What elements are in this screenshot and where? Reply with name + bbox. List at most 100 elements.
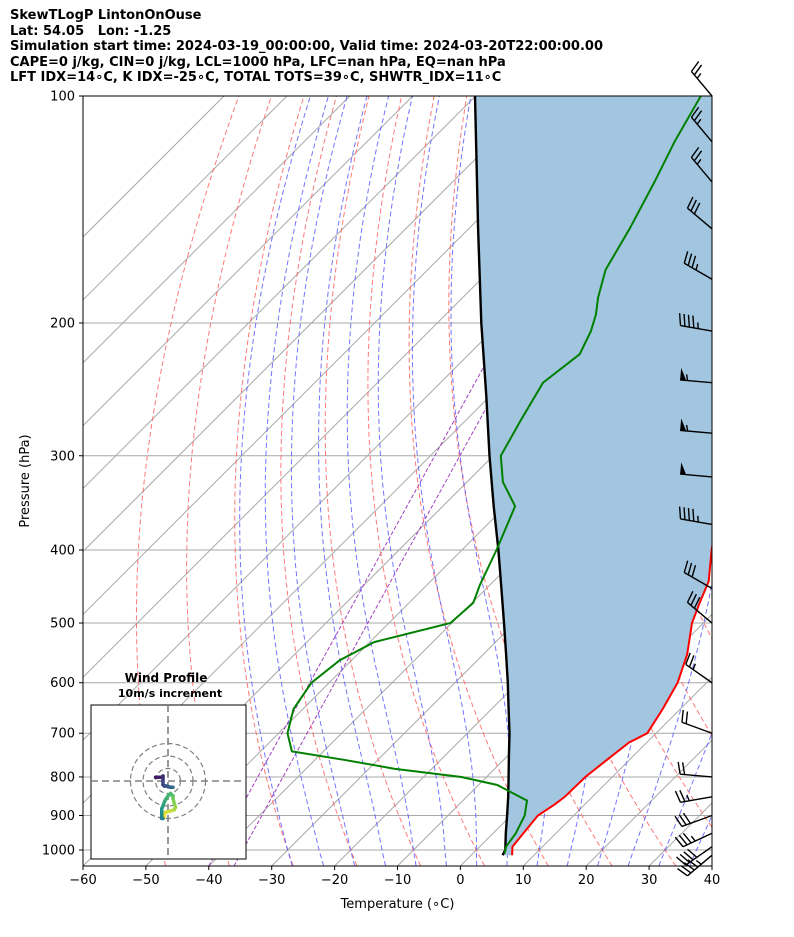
- wind-barb: [678, 506, 713, 526]
- isotherm-line: [522, 676, 712, 866]
- wind-barb-half-flag: [690, 835, 696, 842]
- wind-barb-shaft: [687, 207, 713, 230]
- wind-barb-flag: [690, 593, 697, 606]
- wind-barb: [674, 832, 713, 848]
- isotherm-line: [83, 96, 539, 553]
- x-tick-label: 10: [515, 873, 532, 888]
- wind-barb-half-flag: [692, 663, 697, 670]
- x-tick-label: 0: [456, 873, 464, 888]
- cape-cin-fill: [475, 96, 712, 856]
- moist-adiabat: [411, 96, 478, 866]
- location-line: Lat: 54.05 Lon: -1.25: [10, 23, 172, 39]
- wind-barb-flag: [686, 196, 694, 209]
- moist-adiabat: [658, 731, 712, 866]
- wind-barb-flag: [687, 253, 693, 266]
- isotherm-line: [83, 96, 476, 490]
- wind-barbs: [674, 61, 713, 877]
- wind-barb-pennant: [680, 462, 687, 475]
- wind-barb-flag: [690, 61, 700, 72]
- cape-fill-area: [475, 96, 712, 856]
- y-tick-label: 600: [50, 676, 75, 691]
- y-tick-label: 200: [50, 316, 75, 331]
- title-block: SkewTLogP LintonOnOuse Lat: 54.05 Lon: -…: [10, 8, 603, 86]
- wind-barb-shaft: [680, 473, 713, 478]
- dry-adiabat: [324, 96, 422, 866]
- y-tick-label: 1000: [42, 844, 75, 859]
- x-tick-label: 20: [578, 873, 595, 888]
- x-tick-label: 40: [704, 873, 721, 888]
- wind-barb: [677, 761, 713, 778]
- isotherm-line: [83, 96, 351, 364]
- wind-barb-flag: [685, 652, 691, 665]
- wind-barb-flag: [678, 834, 688, 846]
- moist-adiabat: [346, 96, 417, 866]
- x-tick-label: −50: [132, 873, 159, 888]
- moist-adiabat: [377, 96, 447, 866]
- temperature-line: [511, 542, 712, 856]
- wind-barb-flag: [692, 315, 695, 328]
- cape-line: CAPE=0 j/kg, CIN=0 j/kg, LCL=1000 hPa, L…: [10, 54, 506, 70]
- wind-barb-flag: [693, 110, 703, 122]
- hodograph-inset: Wind Profile 10m/s increment: [90, 671, 247, 860]
- wind-barb-flag: [693, 596, 701, 609]
- isotherm-line: [83, 96, 602, 616]
- wind-barb-half-flag: [685, 424, 689, 432]
- wind-barb-half-flag: [696, 118, 702, 125]
- wind-barb: [685, 652, 713, 684]
- wind-barb-shaft: [690, 116, 713, 143]
- wind-barb-flag: [674, 790, 682, 803]
- wind-barb-flag: [678, 313, 682, 326]
- wind-barb-flag: [688, 655, 695, 668]
- y-axis-label: Pressure (hPa): [18, 434, 33, 527]
- wind-barb-flag: [683, 507, 686, 520]
- wind-barb: [678, 313, 713, 332]
- wind-barb-shaft: [680, 379, 713, 384]
- wind-barb-flag: [677, 867, 688, 877]
- wind-barb-flag: [683, 560, 689, 573]
- dry-adiabat: [367, 96, 485, 866]
- wind-barb: [686, 196, 713, 230]
- isotherm-line: [83, 96, 414, 427]
- wind-barb-shaft: [687, 601, 713, 624]
- moist-adiabat: [752, 96, 794, 866]
- dry-adiabat: [760, 96, 794, 866]
- wind-barb-flag: [679, 789, 686, 802]
- wind-barb-flag: [675, 856, 687, 866]
- plot-area: [83, 96, 794, 866]
- wind-barb-flag: [687, 562, 693, 575]
- wind-barb-half-flag: [685, 374, 689, 381]
- wind-barb-half-flag: [686, 794, 690, 802]
- index-line: LFT IDX=14∘C, K IDX=-25∘C, TOTAL TOTS=39…: [10, 70, 502, 85]
- moist-adiabat: [290, 96, 356, 866]
- wind-barb-shaft: [683, 571, 713, 590]
- wind-barb-flag: [693, 150, 703, 162]
- wind-barb-flag: [690, 106, 700, 118]
- x-tick-label: −60: [69, 873, 96, 888]
- dry-adiabat: [234, 96, 305, 866]
- x-tick-label: −10: [384, 873, 411, 888]
- wind-barb-shaft: [680, 796, 713, 804]
- wind-barb-flag: [683, 313, 686, 327]
- time-line: Simulation start time: 2024-03-19_00:00:…: [10, 39, 603, 54]
- wind-barb-shaft: [685, 663, 713, 684]
- wind-barb-flag: [687, 508, 691, 521]
- wind-barb-flag: [687, 314, 691, 328]
- wind-barb-flag: [690, 146, 700, 158]
- wind-barb-flag: [677, 761, 681, 775]
- hodograph-title: Wind Profile: [125, 671, 208, 685]
- wind-barb-flag: [690, 199, 697, 212]
- dry-adiabat: [280, 96, 358, 866]
- wind-barb-flag: [678, 506, 682, 519]
- wind-barb-half-flag: [696, 72, 702, 79]
- wind-barb-flag: [693, 202, 701, 215]
- parcel-profile-line: [473, 96, 511, 856]
- wind-barb-flag: [674, 815, 683, 827]
- wind-barb-shaft: [685, 846, 713, 866]
- wind-barb: [690, 61, 713, 97]
- y-tick-label: 500: [50, 617, 75, 632]
- wind-barb-flag: [678, 814, 687, 826]
- y-tick-label: 800: [50, 770, 75, 785]
- wind-barb-shaft: [681, 721, 713, 734]
- hodograph-subtitle: 10m/s increment: [118, 687, 222, 700]
